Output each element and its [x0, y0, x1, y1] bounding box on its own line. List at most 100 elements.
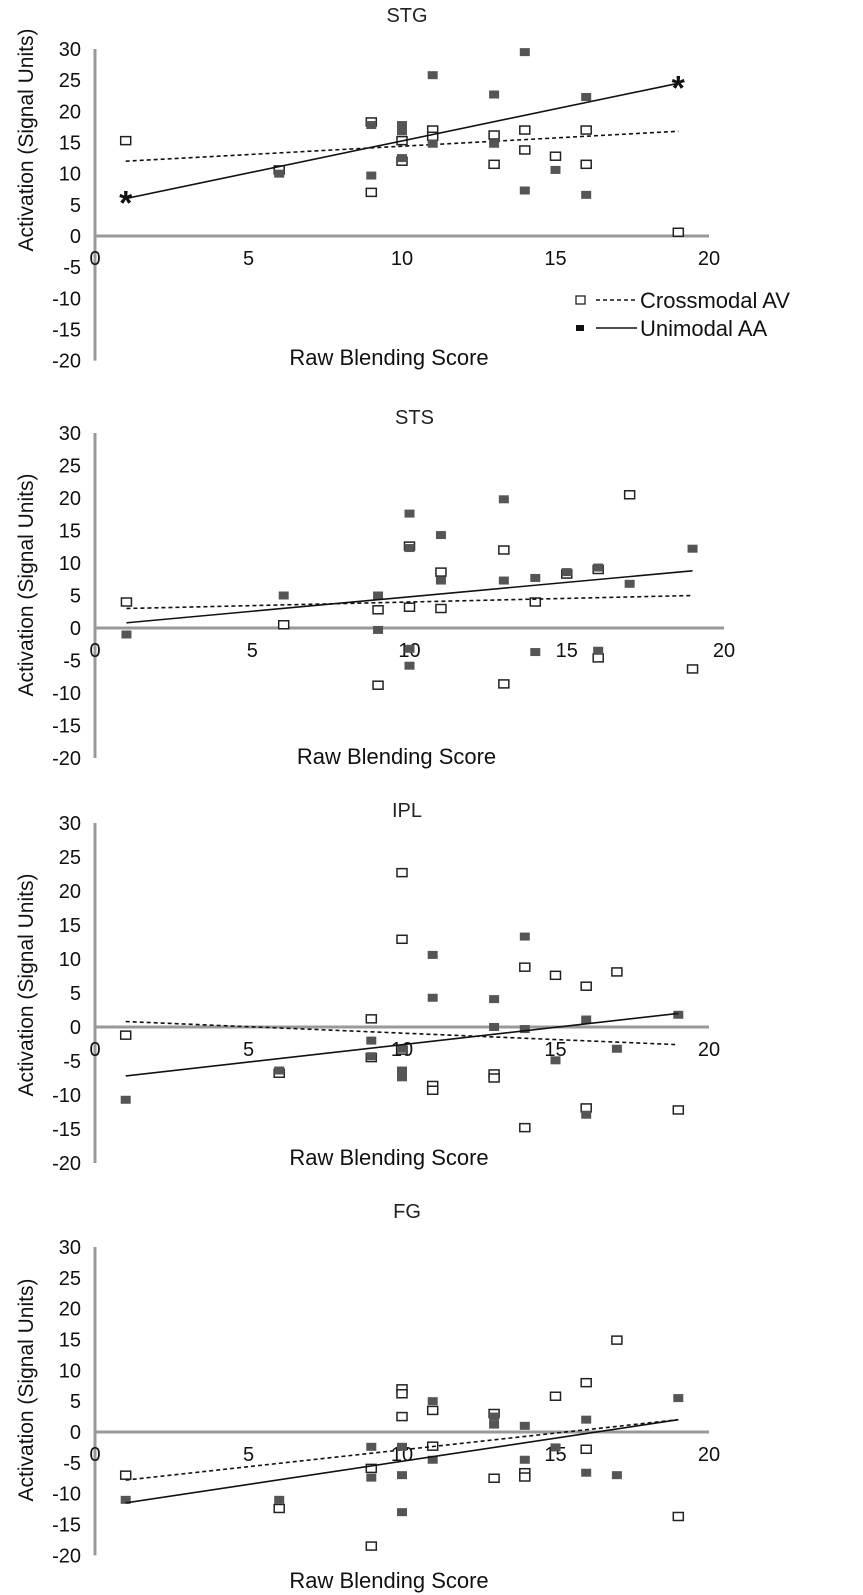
point-unimodal-aa [611, 1471, 622, 1480]
point-unimodal-aa [366, 1052, 377, 1061]
x-axis-label: Raw Blending Score [297, 744, 496, 769]
y-tick-label: 15 [59, 133, 81, 155]
point-crossmodal-av [120, 597, 133, 607]
point-unimodal-aa [550, 165, 561, 174]
x-tick-label: 5 [243, 1039, 254, 1061]
point-unimodal-aa [489, 1023, 500, 1031]
chart-panel-stg: STG 30 25 20 15 10 5 0 -5 -10 -15 -20 0 5 10 15 20 Raw Bl… [15, 5, 790, 373]
point-unimodal-aa [397, 1508, 407, 1517]
point-unimodal-aa [673, 1394, 684, 1403]
point-unimodal-aa [397, 1471, 407, 1480]
trend-line-crossmodal-av [125, 1418, 679, 1481]
point-crossmodal-av [498, 679, 510, 689]
y-axis-label: Activation (Signal Units) [15, 874, 38, 1097]
point-unimodal-aa [397, 1044, 407, 1053]
point-unimodal-aa [581, 190, 592, 199]
y-tick-label: 25 [59, 70, 81, 92]
y-tick-label: 20 [59, 881, 81, 903]
point-unimodal-aa [274, 1066, 285, 1075]
point-unimodal-aa [687, 544, 698, 553]
y-tick-label: 5 [70, 195, 81, 217]
point-unimodal-aa [530, 573, 541, 582]
point-unimodal-aa [519, 1421, 530, 1430]
point-unimodal-aa [519, 1025, 530, 1034]
y-tick-label: 5 [70, 586, 81, 608]
legend-label: Crossmodal AV [640, 288, 790, 313]
point-unimodal-aa [611, 1044, 622, 1053]
y-tick-label: 20 [59, 1299, 81, 1321]
point-crossmodal-av [498, 545, 510, 555]
point-crossmodal-av [273, 1503, 285, 1514]
point-crossmodal-av [549, 1391, 562, 1401]
point-unimodal-aa [519, 1455, 530, 1464]
point-unimodal-aa [404, 544, 415, 553]
point-crossmodal-av [580, 1377, 592, 1388]
y-tick-label: -15 [52, 1515, 81, 1537]
y-tick-label: 10 [59, 553, 81, 575]
y-tick-label: 25 [59, 1268, 81, 1290]
point-crossmodal-av [519, 1472, 531, 1482]
y-tick-label: -10 [52, 683, 81, 705]
y-axis-label: Activation (Signal Units) [15, 474, 38, 697]
y-tick-label: 15 [59, 915, 81, 937]
point-unimodal-aa [121, 630, 132, 639]
point-unimodal-aa [581, 1468, 592, 1477]
trend-line-crossmodal-av [126, 594, 693, 610]
point-unimodal-aa [397, 127, 407, 136]
point-crossmodal-av [672, 1511, 685, 1522]
point-unimodal-aa [366, 171, 377, 180]
point-crossmodal-av [580, 159, 592, 170]
point-unimodal-aa [427, 993, 438, 1002]
point-crossmodal-av [119, 1030, 132, 1040]
point-unimodal-aa [397, 1442, 407, 1451]
x-tick-label: 0 [89, 1444, 100, 1466]
point-unimodal-aa [581, 1015, 592, 1024]
point-crossmodal-av [549, 970, 562, 981]
y-tick-label: -20 [52, 351, 81, 373]
point-unimodal-aa [624, 579, 635, 588]
point-crossmodal-av [396, 1411, 408, 1422]
y-tick-label: 30 [59, 39, 81, 61]
point-unimodal-aa [581, 1110, 592, 1119]
y-tick-label: 30 [59, 813, 81, 835]
point-crossmodal-av [277, 620, 290, 630]
point-unimodal-aa [519, 186, 530, 195]
chart-title: IPL [392, 800, 422, 822]
point-crossmodal-av [519, 145, 531, 155]
y-tick-label: -5 [63, 257, 81, 279]
point-crossmodal-av [396, 867, 408, 878]
point-unimodal-aa [404, 661, 415, 670]
point-crossmodal-av [580, 981, 592, 991]
point-crossmodal-av [426, 1085, 439, 1095]
y-tick-label: 15 [59, 521, 81, 543]
y-tick-label: 20 [59, 101, 81, 123]
point-unimodal-aa [561, 568, 572, 577]
y-tick-label: 5 [70, 983, 81, 1005]
point-unimodal-aa [120, 1495, 131, 1504]
point-crossmodal-av [365, 1014, 378, 1024]
y-tick-label: -5 [63, 1453, 81, 1475]
trend-line-unimodal-aa [125, 82, 679, 200]
point-unimodal-aa [278, 591, 289, 600]
x-tick-label: 20 [698, 1444, 720, 1466]
point-crossmodal-av [592, 653, 604, 663]
x-tick-label: 0 [89, 640, 100, 662]
point-unimodal-aa [366, 1036, 377, 1045]
point-unimodal-aa [581, 1415, 592, 1424]
point-unimodal-aa [397, 1073, 407, 1082]
y-tick-label: 30 [59, 423, 81, 445]
point-crossmodal-av [488, 130, 500, 140]
y-tick-label: -15 [52, 320, 81, 342]
point-crossmodal-av [396, 1389, 408, 1399]
y-tick-label: 0 [70, 618, 81, 640]
point-crossmodal-av [672, 227, 685, 238]
point-crossmodal-av [529, 597, 542, 607]
trend-line-crossmodal-av [125, 1020, 679, 1046]
point-unimodal-aa [593, 563, 604, 572]
point-crossmodal-av [519, 962, 531, 972]
chart-title: STS [395, 407, 434, 429]
point-unimodal-aa [373, 625, 384, 634]
chart-title: FG [393, 1201, 421, 1223]
